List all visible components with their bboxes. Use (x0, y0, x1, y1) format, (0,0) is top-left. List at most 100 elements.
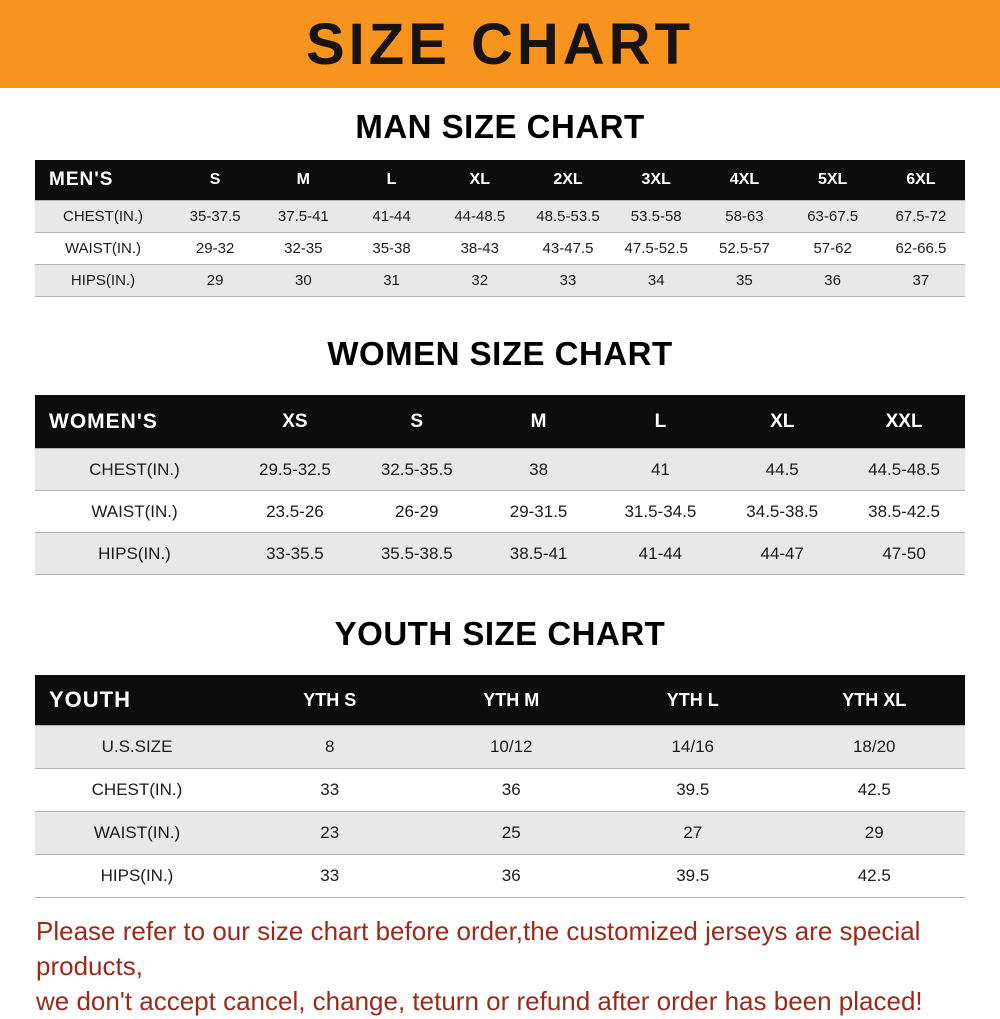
row-label: CHEST(IN.) (91, 780, 183, 799)
women-size-table: WOMEN'S XS S M L XL XXL CHEST(IN.) 29.5-32.5 32.5… (35, 395, 965, 575)
size-column-header: L (386, 171, 397, 188)
size-column-header: 3XL (641, 171, 671, 188)
size-value-cell: 33 (320, 866, 340, 885)
size-column-header: S (410, 410, 424, 432)
size-value-cell: 44-47 (760, 543, 804, 563)
size-value-cell: 41-44 (372, 208, 411, 225)
size-value-cell: 31 (383, 272, 400, 289)
size-value-cell: 26-29 (395, 501, 439, 521)
size-column-header: XL (770, 410, 795, 432)
size-value-cell: 29 (864, 823, 884, 842)
size-value-cell: 10/12 (489, 737, 533, 756)
size-value-cell: 23.5-26 (266, 501, 324, 521)
size-value-cell: 62-66.5 (895, 240, 947, 257)
table-row: WAIST(IN.) 23.5-26 26-29 29-31.5 31.5-34.5 34… (35, 490, 965, 533)
size-value-cell: 63-67.5 (807, 208, 859, 225)
men-section-heading: MAN SIZE CHART (355, 108, 645, 145)
size-value-cell: 33-35.5 (266, 543, 324, 563)
size-value-cell: 25 (501, 823, 521, 842)
size-column-header: XS (282, 410, 308, 432)
row-label: CHEST(IN.) (89, 459, 180, 479)
size-column-header: M (530, 410, 547, 432)
table-title-cell: WOMEN'S (49, 409, 158, 433)
table-header-row: WOMEN'S XS S M L XL XXL (35, 395, 965, 449)
youth-size-section: YOUTH SIZE CHART YOUTH YTH S YTH M YTH L YTH… (0, 615, 1000, 898)
table-row: HIPS(IN.) 33 36 39.5 42.5 (35, 854, 965, 898)
women-size-section: WOMEN SIZE CHART WOMEN'S XS S M L XL XXL CHEST(… (0, 335, 1000, 575)
row-label: HIPS(IN.) (100, 866, 174, 885)
disclaimer: Please refer to our size chart before or… (36, 914, 964, 1019)
size-value-cell: 47.5-52.5 (624, 240, 688, 257)
size-value-cell: 35-37.5 (189, 208, 241, 225)
size-value-cell: 14/16 (671, 737, 715, 756)
size-value-cell: 41-44 (638, 543, 683, 563)
size-value-cell: 44.5-48.5 (868, 459, 940, 479)
size-column-header: 4XL (729, 171, 760, 188)
size-value-cell: 39.5 (676, 780, 710, 799)
table-row: CHEST(IN.) 35-37.5 37.5-41 41-44 44-48.5 48.5… (35, 200, 965, 233)
size-value-cell: 18/20 (852, 737, 896, 756)
size-value-cell: 29-31.5 (509, 501, 568, 521)
size-column-header: XL (469, 171, 490, 188)
table-row: HIPS(IN.) 29 30 31 32 33 34 35 36 37 (35, 264, 965, 297)
size-value-cell: 58-63 (725, 208, 764, 225)
size-value-cell: 29 (206, 272, 224, 289)
disclaimer-line-1: Please refer to our size chart before or… (36, 916, 921, 982)
size-value-cell: 38-43 (460, 240, 499, 257)
table-title-cell: MEN'S (49, 169, 114, 190)
size-value-cell: 29.5-32.5 (258, 459, 331, 479)
women-section-heading: WOMEN SIZE CHART (327, 335, 673, 372)
table-row: CHEST(IN.) 29.5-32.5 32.5-35.5 38 41 44.5 44.5… (35, 448, 965, 491)
size-value-cell: 35 (736, 272, 753, 289)
row-label: CHEST(IN.) (63, 208, 143, 225)
size-column-header: S (209, 171, 221, 188)
size-column-header: XXL (885, 410, 923, 432)
table-header-row: YOUTH YTH S YTH M YTH L YTH XL (35, 675, 965, 726)
size-value-cell: 32.5-35.5 (380, 459, 453, 479)
size-value-cell: 33 (320, 780, 340, 799)
size-value-cell: 42.5 (857, 866, 891, 885)
youth-size-table: YOUTH YTH S YTH M YTH L YTH XL U.S.SIZE 8 10/12… (35, 675, 965, 898)
row-label: WAIST(IN.) (93, 823, 181, 842)
size-value-cell: 31.5-34.5 (624, 501, 697, 521)
disclaimer-line-2: we don't accept cancel, change, teturn o… (36, 986, 923, 1017)
size-value-cell: 44-48.5 (454, 208, 506, 225)
table-row: CHEST(IN.) 33 36 39.5 42.5 (35, 768, 965, 812)
size-column-header: L (654, 410, 667, 432)
size-value-cell: 35.5-38.5 (380, 543, 453, 563)
size-column-header: M (296, 171, 310, 188)
size-value-cell: 39.5 (676, 866, 710, 885)
size-value-cell: 43-47.5 (542, 240, 594, 257)
size-value-cell: 38.5-41 (509, 543, 568, 563)
row-label: WAIST(IN.) (91, 501, 178, 521)
men-size-table: MEN'S S M L XL 2XL 3XL 4XL 5XL 6XL CHEST(IN.) 35-37… (35, 160, 965, 297)
size-value-cell: 42.5 (857, 780, 891, 799)
row-label: U.S.SIZE (101, 737, 173, 756)
size-value-cell: 23 (320, 823, 340, 842)
size-value-cell: 36 (501, 866, 521, 885)
size-column-header: YTH M (483, 689, 540, 710)
size-value-cell: 35-38 (372, 240, 411, 257)
size-value-cell: 52.5-57 (718, 240, 770, 257)
size-value-cell: 37.5-41 (277, 208, 329, 225)
size-value-cell: 41 (650, 459, 670, 479)
size-value-cell: 30 (294, 272, 312, 289)
size-value-cell: 38.5-42.5 (868, 501, 940, 521)
size-value-cell: 57-62 (813, 240, 852, 257)
size-value-cell: 44.5 (765, 459, 799, 479)
size-value-cell: 27 (683, 823, 703, 842)
men-size-section: MAN SIZE CHART MEN'S S M L XL 2XL 3XL 4XL 5XL 6XL… (0, 108, 1000, 297)
size-value-cell: 36 (824, 272, 841, 289)
table-header-row: MEN'S S M L XL 2XL 3XL 4XL 5XL 6XL (35, 160, 965, 201)
youth-section-heading: YOUTH SIZE CHART (334, 615, 666, 652)
page-title: SIZE CHART (306, 11, 694, 77)
size-column-header: 6XL (906, 171, 936, 188)
banner: SIZE CHART (0, 0, 1000, 88)
size-value-cell: 29-32 (195, 240, 235, 257)
row-label: WAIST(IN.) (64, 240, 142, 257)
size-value-cell: 33 (559, 272, 577, 289)
size-value-cell: 53.5-58 (630, 208, 682, 225)
size-column-header: 2XL (553, 171, 583, 188)
table-row: WAIST(IN.) 29-32 32-35 35-38 38-43 43-47.5 47.… (35, 232, 965, 265)
size-value-cell: 32 (471, 272, 489, 289)
